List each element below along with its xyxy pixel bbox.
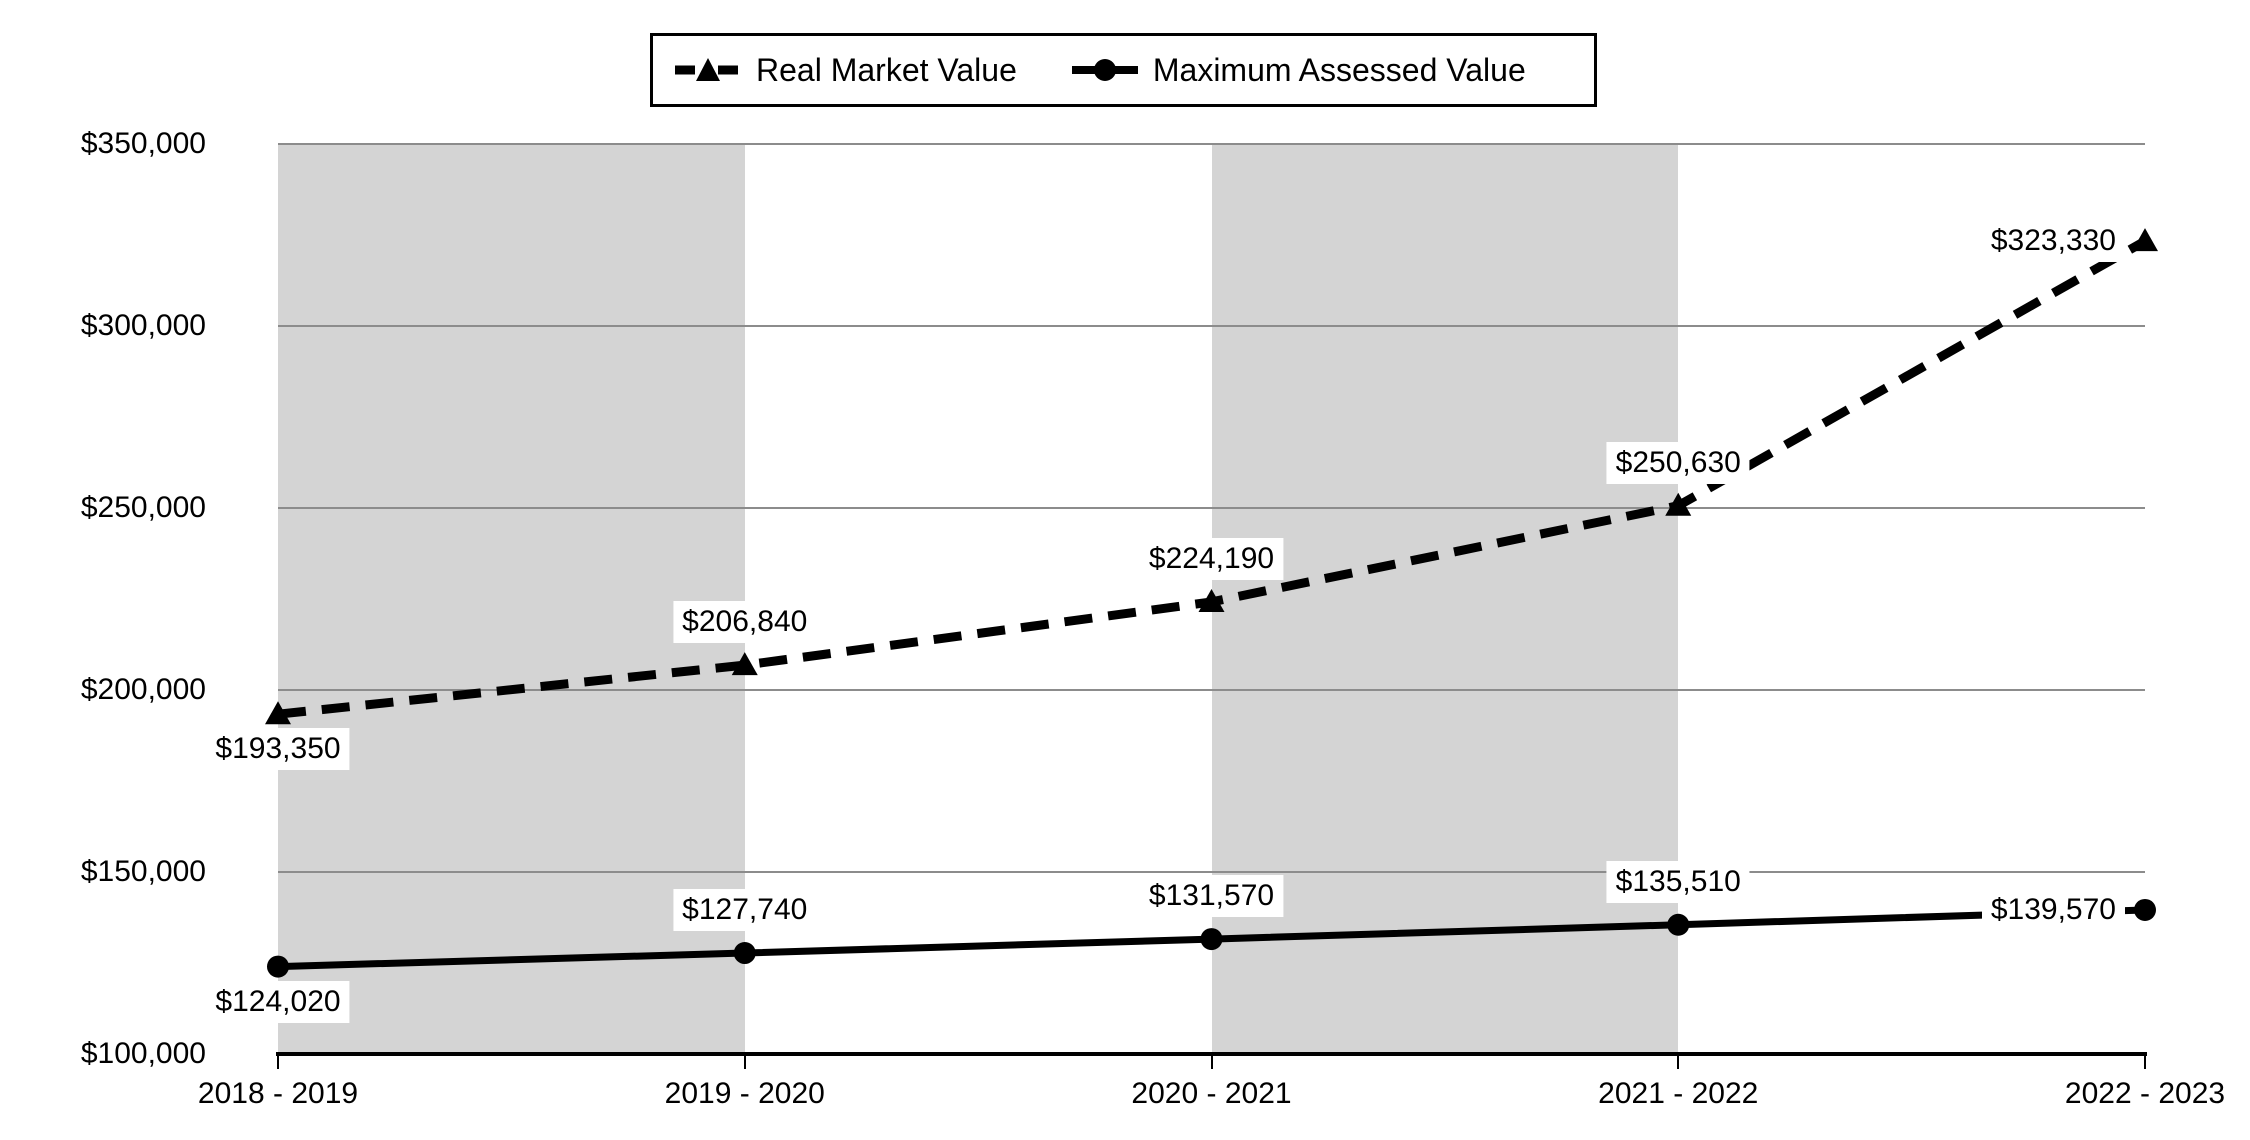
y-axis-label: $250,000 bbox=[80, 491, 206, 524]
data-label: $193,350 bbox=[206, 728, 350, 771]
legend-label-maximum-assessed-value: Maximum Assessed Value bbox=[1152, 51, 1526, 88]
data-label: $124,020 bbox=[206, 980, 350, 1023]
x-axis-label: 2019 - 2020 bbox=[664, 1077, 825, 1110]
data-label: $224,190 bbox=[1139, 537, 1284, 580]
x-axis-label: 2018 - 2019 bbox=[197, 1077, 359, 1110]
data-label: $139,570 bbox=[1981, 888, 2125, 931]
x-axis-line bbox=[276, 1052, 2147, 1056]
data-label: $135,510 bbox=[1606, 860, 1750, 903]
y-axis-label: $300,000 bbox=[80, 309, 206, 342]
data-label: $323,330 bbox=[1981, 220, 2125, 263]
gridline bbox=[278, 507, 2145, 509]
x-axis-tick bbox=[1210, 1056, 1213, 1069]
legend-item-real-market-value: Real Market Value bbox=[675, 52, 1017, 89]
x-axis-tick bbox=[743, 1056, 746, 1069]
x-axis-tick bbox=[2144, 1056, 2146, 1069]
data-label: $127,740 bbox=[673, 889, 817, 932]
x-axis-tick bbox=[1677, 1056, 1680, 1069]
legend: Real Market Value Maximum Assessed Value bbox=[650, 33, 1597, 107]
data-label: $131,570 bbox=[1139, 875, 1284, 918]
y-axis-label: $200,000 bbox=[80, 673, 206, 706]
gridline bbox=[278, 689, 2145, 691]
legend-item-maximum-assessed-value: Maximum Assessed Value bbox=[1071, 51, 1526, 89]
gridline bbox=[278, 143, 2145, 145]
x-axis-label: 2022 - 2023 bbox=[2064, 1077, 2226, 1110]
triangle-marker bbox=[2132, 228, 2158, 252]
y-axis-label: $150,000 bbox=[80, 855, 206, 888]
x-axis-label: 2020 - 2021 bbox=[1131, 1077, 1292, 1110]
x-axis-label: 2021 - 2022 bbox=[1598, 1077, 1759, 1110]
legend-label-real-market-value: Real Market Value bbox=[756, 51, 1017, 88]
y-axis-label: $100,000 bbox=[80, 1037, 206, 1070]
data-label: $206,840 bbox=[673, 601, 817, 644]
dashed-line-triangle-marker-icon bbox=[675, 58, 741, 81]
circle-marker bbox=[2134, 898, 2156, 921]
y-axis-label: $350,000 bbox=[80, 127, 206, 160]
plot-band bbox=[1211, 144, 1679, 1054]
gridline bbox=[278, 871, 2145, 873]
solid-line-circle-marker-icon bbox=[1071, 59, 1138, 81]
gridline bbox=[278, 325, 2145, 327]
data-label: $250,630 bbox=[1606, 441, 1750, 484]
x-axis-tick bbox=[277, 1056, 279, 1069]
